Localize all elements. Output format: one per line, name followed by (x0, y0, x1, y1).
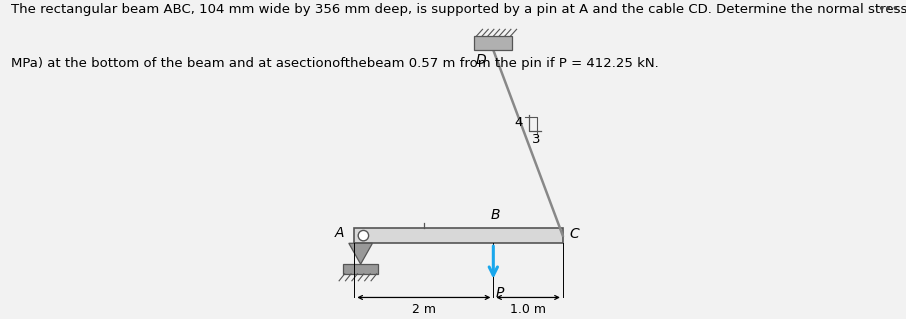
Text: 1.0 m: 1.0 m (510, 303, 546, 316)
Text: The rectangular beam ABC, 104 mm wide by 356 mm deep, is supported by a pin at A: The rectangular beam ABC, 104 mm wide by… (11, 3, 906, 16)
Text: 4: 4 (514, 116, 523, 129)
Text: C: C (569, 226, 579, 241)
Text: •••: ••• (877, 3, 899, 16)
Circle shape (358, 230, 369, 241)
Text: B: B (491, 208, 500, 222)
Text: P: P (496, 286, 505, 300)
Text: 3: 3 (532, 133, 540, 146)
Text: MPa) at the bottom of the beam and at asectionofthebeam 0.57 m from the pin if P: MPa) at the bottom of the beam and at as… (11, 57, 659, 70)
Text: D: D (476, 53, 487, 67)
Text: 2 m: 2 m (412, 303, 436, 316)
Bar (354, 228, 563, 243)
Bar (474, 36, 513, 50)
Polygon shape (349, 243, 372, 264)
Text: A: A (335, 226, 344, 240)
Bar (343, 264, 378, 274)
